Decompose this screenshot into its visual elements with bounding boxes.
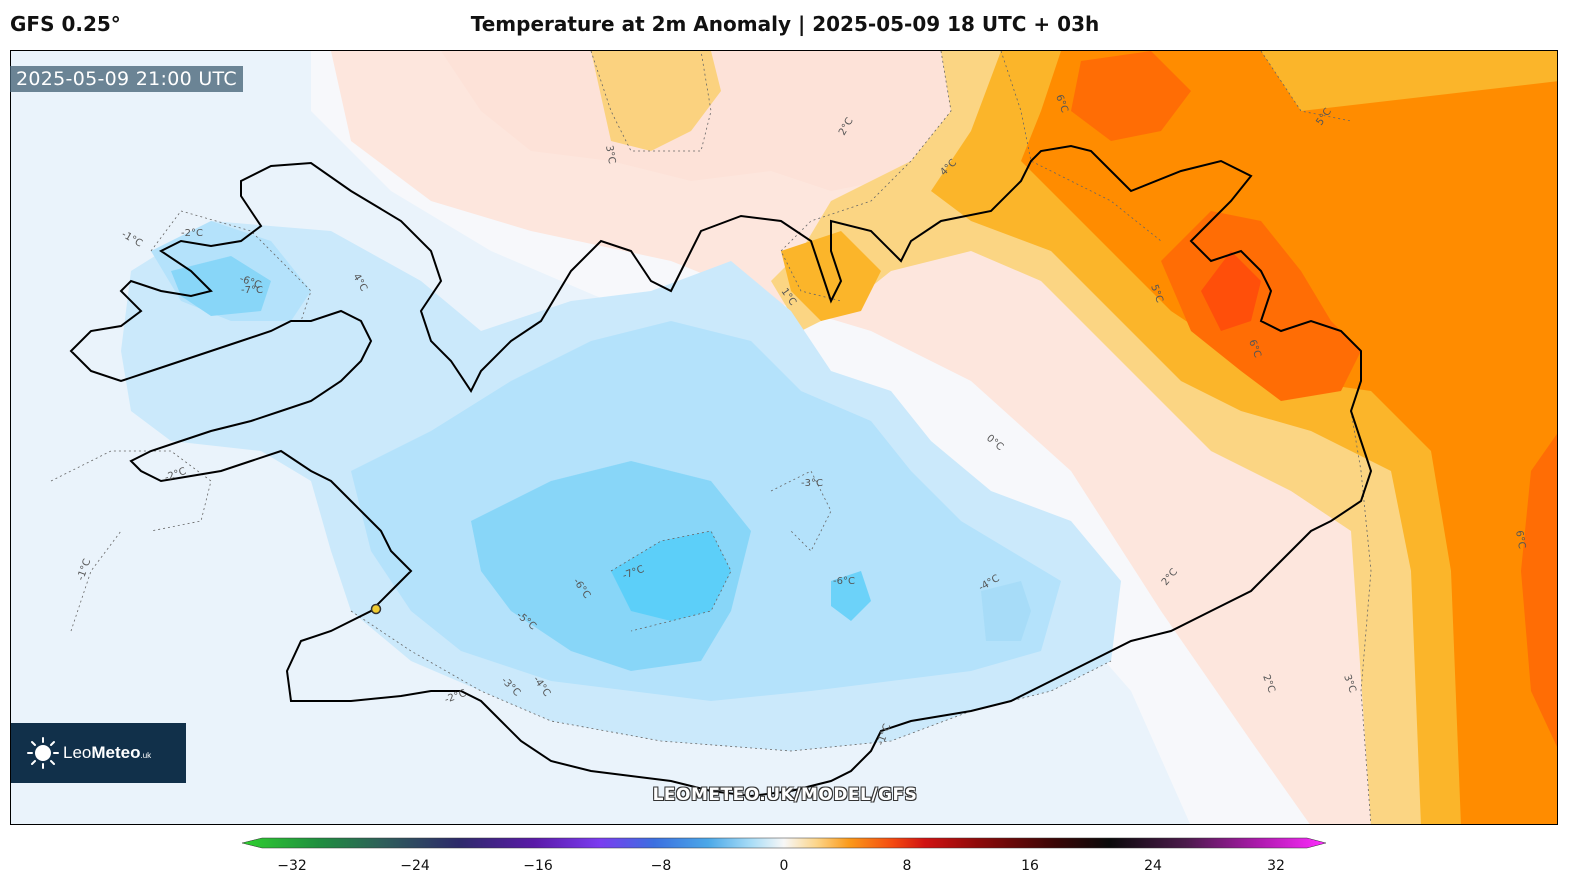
colorbar-tick: −32 — [277, 858, 307, 874]
warm-peak-east — [1521, 433, 1557, 747]
colorbar-tick: 8 — [902, 858, 912, 874]
anomaly-field: 3°C 2°C 4°C 6°C 5°C -1°C -2°C 4°C -6°C -… — [11, 51, 1557, 824]
iceland-coastline — [69, 144, 1373, 798]
valid-time-label: 2025-05-09 21:00 UTC — [10, 66, 243, 92]
cold-core-east — [831, 571, 871, 621]
contour-label: 3°C — [603, 145, 617, 165]
warm-peak-region — [1161, 211, 1361, 401]
colorbar-tick: 16 — [1021, 858, 1039, 874]
colorbar-tick: −8 — [650, 858, 672, 874]
leometeo-logo[interactable]: LeoMeteo.uk — [11, 723, 186, 783]
contour-lines — [50, 51, 1372, 824]
colorbar-gradient — [241, 837, 1327, 849]
colorbar: −32 −24 −16 −8 0 8 16 24 32 — [0, 834, 1570, 874]
logo-text: LeoMeteo.uk — [63, 743, 151, 763]
warm-peak-core — [1201, 251, 1261, 331]
logo-suffix: .uk — [140, 751, 152, 760]
model-label: GFS 0.25° — [10, 12, 121, 36]
logo-name-light: Leo — [63, 743, 92, 762]
cold-patch-east — [981, 581, 1031, 641]
cold-strong-west — [171, 256, 271, 316]
colorbar-tick: −16 — [523, 858, 553, 874]
location-marker — [370, 603, 382, 615]
logo-name-bold: Meteo — [91, 743, 141, 762]
colorbar-tick: −24 — [400, 858, 430, 874]
colorbar-tick: 32 — [1267, 858, 1285, 874]
warm-strong-region — [1021, 51, 1557, 824]
sun-icon — [27, 737, 59, 769]
map-title: Temperature at 2m Anomaly | 2025-05-09 1… — [470, 12, 1100, 36]
site-watermark: LEOMETEO.UK/MODEL/GFS — [652, 785, 918, 805]
contour-label: -6°C — [833, 576, 855, 587]
colorbar-tick: 0 — [779, 858, 789, 874]
warm-pale-north — [441, 51, 1011, 191]
contour-label: 6°C — [1513, 530, 1527, 550]
contour-label: -3°C — [801, 478, 823, 489]
warm-peak-north — [1071, 51, 1191, 141]
contour-label: -7°C — [241, 285, 263, 296]
colorbar-tick: 24 — [1144, 858, 1162, 874]
warm-light-north — [591, 51, 721, 151]
warm-mid-patch — [781, 231, 881, 321]
contour-label: -2°C — [181, 228, 203, 239]
cold-core-region — [611, 531, 731, 621]
anomaly-map[interactable]: 3°C 2°C 4°C 6°C 5°C -1°C -2°C 4°C -6°C -… — [10, 50, 1558, 825]
